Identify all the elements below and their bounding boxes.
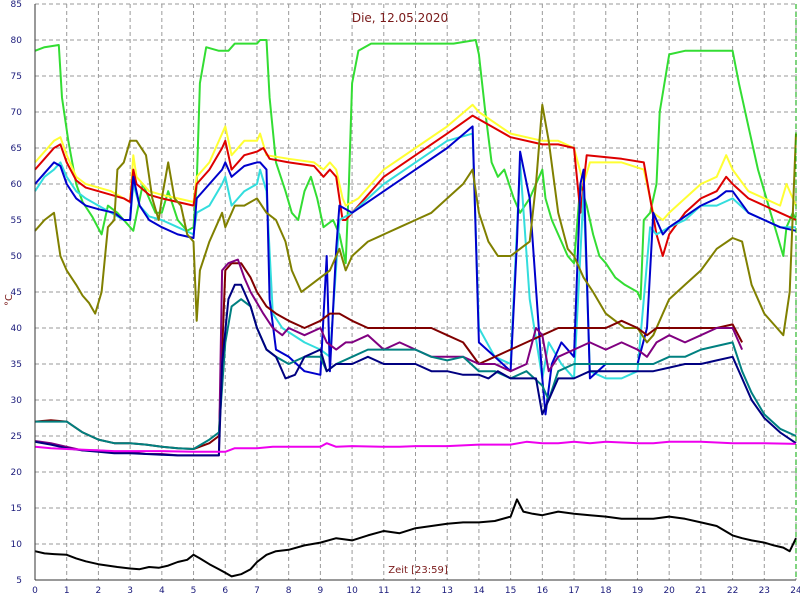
x-tick-label: 24 [790, 586, 800, 596]
series-line-0 [34, 39, 797, 301]
y-tick-labels: 5 10 15 20 25 30 35 40 45 50 55 60 65 70 75 80 85 [11, 0, 23, 586]
y-tick-label: 70 [11, 108, 23, 118]
x-tick-label: 3 [127, 586, 133, 596]
x-tick-label: 10 [346, 586, 358, 596]
series-line-2 [34, 114, 797, 257]
x-tick-label: 5 [191, 586, 197, 596]
x-tick-label: 9 [318, 586, 324, 596]
y-tick-label: 80 [11, 36, 23, 46]
x-tick-label: 16 [537, 586, 549, 596]
series-line-8 [35, 298, 797, 450]
axes [34, 4, 797, 581]
y-tick-label: 40 [11, 324, 23, 334]
x-tick-label: 2 [96, 586, 102, 596]
series-line-9 [34, 283, 797, 457]
y-tick-label: 50 [11, 252, 23, 262]
series-line-5 [34, 103, 797, 344]
y-axis-label: °C [4, 294, 15, 306]
y-tick-label: 30 [11, 396, 23, 406]
y-tick-label: 65 [11, 144, 22, 154]
x-tick-label: 17 [568, 586, 579, 596]
series-line-4 [34, 125, 797, 416]
y-tick-label: 85 [11, 0, 22, 10]
y-tick-label: 20 [11, 468, 23, 478]
chart-title: Die, 12.05.2020 [352, 11, 448, 25]
x-tick-label: 7 [254, 586, 260, 596]
x-tick-label: 15 [505, 586, 516, 596]
series-group [34, 39, 797, 578]
y-tick-label: 45 [11, 288, 22, 298]
x-tick-label: 8 [286, 586, 292, 596]
x-tick-label: 19 [632, 586, 644, 596]
x-tick-label: 22 [727, 586, 738, 596]
x-tick-label: 14 [473, 586, 485, 596]
x-tick-label: 18 [600, 586, 612, 596]
series-line-11 [34, 498, 797, 578]
x-tick-label: 20 [663, 586, 675, 596]
y-tick-label: 10 [11, 540, 23, 550]
x-tick-label: 1 [64, 586, 70, 596]
y-tick-label: 25 [11, 432, 22, 442]
x-tick-labels: 0 1 2 3 4 5 6 7 8 9 10 11 12 13 14 15 16 17 18 19 20 21 22 23 24 [32, 586, 800, 596]
x-tick-label: 12 [410, 586, 421, 596]
x-tick-label: 0 [32, 586, 38, 596]
y-tick-label: 75 [11, 72, 22, 82]
x-axis-label: Zeit [23:59] [388, 565, 448, 576]
y-tick-label: 5 [16, 576, 22, 586]
series-line-10 [34, 440, 797, 453]
y-tick-label: 35 [11, 360, 22, 370]
y-tick-label: 60 [11, 180, 23, 190]
x-tick-label: 4 [159, 586, 165, 596]
x-tick-label: 23 [759, 586, 770, 596]
x-tick-label: 11 [378, 586, 389, 596]
x-tick-label: 21 [695, 586, 706, 596]
x-tick-label: 6 [222, 586, 228, 596]
x-tick-label: 13 [441, 586, 452, 596]
y-tick-label: 55 [11, 216, 22, 226]
y-tick-label: 15 [11, 504, 22, 514]
